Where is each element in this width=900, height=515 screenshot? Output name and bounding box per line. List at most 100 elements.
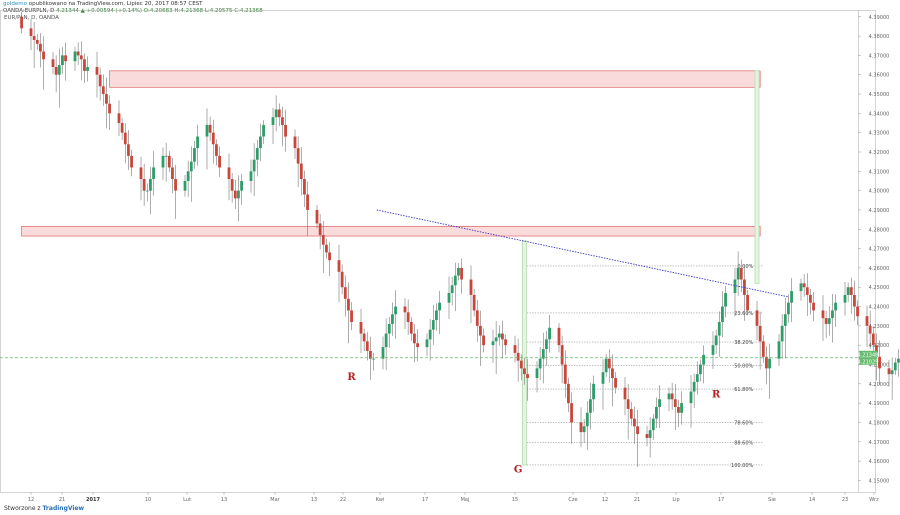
candle-body xyxy=(255,148,259,160)
trendline xyxy=(376,209,789,298)
candle-body xyxy=(651,418,655,431)
candle-body xyxy=(689,391,693,404)
candle-body xyxy=(560,345,564,365)
candle-body xyxy=(893,362,897,371)
y-tick-label: 4.39000 xyxy=(869,15,890,21)
candle-body xyxy=(607,358,611,369)
candle-body xyxy=(472,294,476,311)
candle-body xyxy=(680,403,683,413)
candle-body xyxy=(501,333,504,340)
candle-body xyxy=(469,279,473,295)
candle-body xyxy=(35,39,39,44)
candle-body xyxy=(724,293,727,307)
candle-body xyxy=(733,279,737,294)
candle-body xyxy=(802,283,806,288)
candle-body xyxy=(205,124,209,137)
candle-body xyxy=(42,51,45,60)
candle-body xyxy=(570,403,573,423)
y-tick-label: 4.15000 xyxy=(869,478,890,484)
x-tick-label: 12 xyxy=(28,497,34,503)
x-tick-label: 2017 xyxy=(86,497,100,503)
candle-body xyxy=(20,16,23,29)
candle-body xyxy=(447,293,451,303)
candle-body xyxy=(296,148,300,164)
candle-body xyxy=(849,287,853,295)
candle-body xyxy=(768,358,771,369)
y-tick-label: 4.35000 xyxy=(869,92,890,98)
candle-body xyxy=(299,163,303,180)
candle-body xyxy=(526,374,529,379)
candle-body xyxy=(416,343,419,348)
y-tick-label: 4.37000 xyxy=(869,53,890,59)
candle-body xyxy=(758,325,762,342)
y-tick-label: 4.33000 xyxy=(869,131,890,137)
x-tick-label: Sie xyxy=(768,497,776,503)
candle-body xyxy=(824,318,828,324)
y-tick-label: 4.18000 xyxy=(869,420,890,426)
candle-body xyxy=(736,267,740,280)
candle-body xyxy=(648,430,652,438)
candle-body xyxy=(623,387,627,400)
candle-body xyxy=(403,306,407,313)
candle-body xyxy=(746,294,749,311)
candle-body xyxy=(277,109,281,118)
y-tick-label: 4.22000 xyxy=(869,343,890,349)
candle-body xyxy=(54,66,58,75)
candle-body xyxy=(667,393,671,400)
y-tick-label: 4.30000 xyxy=(869,189,890,195)
candle-body xyxy=(878,356,881,369)
fib-level-label: 78.60% xyxy=(734,420,753,426)
candle-body xyxy=(887,368,891,375)
candle-body xyxy=(230,179,234,191)
fib-level-label: 0.00% xyxy=(737,264,753,270)
footer-created-with: Stworzone z xyxy=(4,505,41,512)
y-tick-label: 4.25000 xyxy=(869,285,890,291)
candle-body xyxy=(347,298,350,311)
candle-body xyxy=(120,123,124,133)
candle-body xyxy=(315,209,319,224)
candle-body xyxy=(57,65,61,75)
candle-body xyxy=(193,148,196,162)
candle-body xyxy=(95,66,99,75)
candle-body xyxy=(790,291,793,303)
candle-body xyxy=(721,306,724,322)
candle-body xyxy=(655,406,658,419)
candle-body xyxy=(670,393,674,400)
candle-body xyxy=(218,155,221,168)
tradingview-logo[interactable]: TradingView xyxy=(42,505,85,512)
x-tick-label: Lip xyxy=(672,497,679,503)
y-tick-label: 4.31000 xyxy=(869,169,890,175)
candle-body xyxy=(519,360,523,369)
author-link[interactable]: goldemo xyxy=(3,1,27,7)
candle-body xyxy=(208,124,212,133)
candle-body xyxy=(149,179,152,191)
candle-body xyxy=(812,302,815,311)
candle-body xyxy=(494,337,498,342)
candle-body xyxy=(504,339,507,346)
candle-body xyxy=(717,321,721,336)
candle-body xyxy=(475,310,479,326)
candle-body xyxy=(856,306,859,317)
candle-body xyxy=(853,294,856,307)
x-tick-label: 17 xyxy=(422,497,428,503)
candle-body xyxy=(215,144,218,156)
y-tick-label: 4.29000 xyxy=(869,208,890,214)
candle-body xyxy=(497,333,501,338)
candle-body xyxy=(538,358,542,369)
candle-body xyxy=(171,167,174,180)
candle-body xyxy=(259,136,262,149)
candle-body xyxy=(516,352,520,361)
candle-body xyxy=(105,94,108,104)
candle-body xyxy=(582,426,586,433)
candle-body xyxy=(846,287,850,295)
candle-body xyxy=(805,287,809,295)
y-tick-label: 4.23000 xyxy=(869,324,890,330)
candle-body xyxy=(350,310,353,322)
y-tick-label: 4.32000 xyxy=(869,150,890,156)
candle-body xyxy=(865,316,869,326)
candle-body xyxy=(240,180,243,191)
candle-body xyxy=(365,341,369,351)
candle-body xyxy=(281,117,284,125)
zone-box-1 xyxy=(109,70,761,88)
